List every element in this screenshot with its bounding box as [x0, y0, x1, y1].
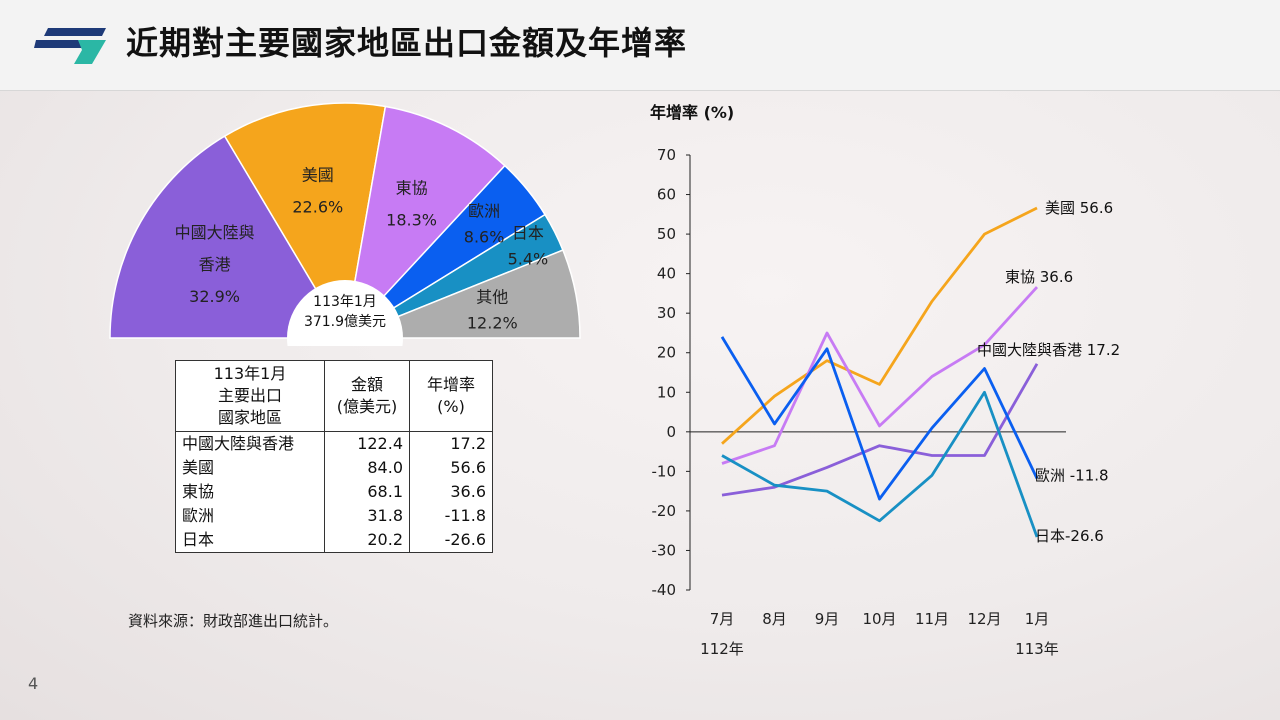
pie-slice-label: 東協	[396, 179, 428, 198]
table-row: 中國大陸與香港 122.4 17.2	[175, 431, 493, 456]
cell-region: 中國大陸與香港	[175, 431, 325, 456]
cell-amount: 31.8	[324, 504, 410, 528]
pie-slice-label: 中國大陸與	[175, 223, 255, 242]
y-tick-label: 40	[657, 265, 676, 283]
pie-slice-pct: 5.4%	[508, 250, 549, 269]
pie-slice	[109, 135, 347, 339]
line-chart-ylabel: 年增率 (%)	[650, 103, 734, 122]
series-end-label: 歐洲 -11.8	[1035, 467, 1109, 485]
pie-slice-label: 日本	[512, 224, 544, 243]
export-share-semicircle-chart: 中國大陸與香港 32.9% 美國 22.6% 東協 18.3% 歐洲 8.6% 日本 5.4%其他…	[109, 102, 581, 346]
cell-growth: 56.6	[409, 456, 493, 480]
y-tick-label: 70	[657, 146, 676, 164]
title-bar: 近期對主要國家地區出口金額及年增率	[0, 0, 1280, 91]
series-line	[720, 336, 1039, 501]
series-end-label: 日本-26.6	[1035, 527, 1104, 545]
cell-growth: 17.2	[409, 431, 493, 456]
source-note: 資料來源：財政部進出口統計。	[128, 612, 339, 630]
y-tick-label: 20	[657, 344, 676, 362]
cell-amount: 84.0	[324, 456, 410, 480]
y-tick-label: 30	[657, 304, 676, 322]
pie-center-period: 113年1月	[313, 294, 377, 310]
pie-slice	[223, 102, 387, 341]
series-line	[721, 363, 1039, 497]
company-logo	[34, 28, 106, 64]
x-year-label: 113年	[1015, 640, 1059, 658]
series-line	[721, 286, 1039, 465]
pie-slice-label: 香港	[199, 255, 231, 274]
cell-amount: 20.2	[324, 528, 410, 553]
series-line	[721, 206, 1038, 445]
cell-region: 日本	[175, 528, 325, 553]
pie-slice-pct: 18.3%	[386, 211, 437, 230]
header-region: 113年1月 主要出口 國家地區	[175, 360, 325, 432]
page-title: 近期對主要國家地區出口金額及年增率	[126, 24, 688, 62]
x-tick-label: 11月	[915, 610, 949, 628]
pie-center-total: 371.9億美元	[304, 314, 386, 330]
x-tick-label: 10月	[862, 610, 896, 628]
series-end-label: 中國大陸與香港 17.2	[977, 341, 1120, 359]
series-end-label: 東協 36.6	[1005, 268, 1073, 286]
growth-rate-line-chart: 年增率 (%) 70 60 50 40 30 20 10 0 -10 -20 -30 -40 7月 8月 9…	[650, 103, 1120, 658]
y-tick-label: -10	[652, 462, 677, 480]
header-amount: 金額 (億美元)	[324, 360, 410, 432]
y-tick-label: -40	[652, 581, 677, 599]
table-row: 東協 68.1 36.6	[175, 480, 493, 504]
cell-region: 歐洲	[175, 504, 325, 528]
pie-slice-label: 歐洲	[468, 202, 500, 221]
pie-slice-pct: 22.6%	[292, 198, 343, 217]
pie-slice	[344, 249, 581, 339]
y-tick-label: 10	[657, 383, 676, 401]
y-tick-label: 50	[657, 225, 676, 243]
series-end-label: 美國 56.6	[1045, 199, 1113, 217]
pie-center-hole	[287, 280, 403, 346]
series-line	[721, 390, 1039, 538]
cell-region: 東協	[175, 480, 325, 504]
cell-growth: -26.6	[409, 528, 493, 553]
table-row: 日本 20.2 -26.6	[175, 528, 493, 553]
cell-region: 美國	[175, 456, 325, 480]
y-tick-label: 0	[666, 423, 676, 441]
export-summary-table: 113年1月 主要出口 國家地區 金額 (億美元) 年增率 (%) 中國大陸與香…	[175, 360, 493, 553]
x-tick-label: 9月	[815, 610, 840, 628]
cell-amount: 122.4	[324, 431, 410, 456]
cell-amount: 68.1	[324, 480, 410, 504]
x-year-label: 112年	[700, 640, 744, 658]
table-header-row: 113年1月 主要出口 國家地區 金額 (億美元) 年增率 (%)	[175, 360, 493, 432]
pie-slice-pct: 12.2%	[467, 313, 518, 332]
table-row: 歐洲 31.8 -11.8	[175, 504, 493, 528]
table-row: 美國 84.0 56.6	[175, 456, 493, 480]
pie-slice-pct: 32.9%	[189, 287, 240, 306]
pie-slice-pct: 8.6%	[464, 228, 505, 247]
pie-slice	[343, 105, 506, 341]
x-tick-label: 1月	[1025, 610, 1050, 628]
pie-slice-label: 其他	[476, 287, 508, 306]
pie-slice-label: 美國	[302, 166, 334, 185]
y-tick-label: -30	[652, 541, 677, 559]
y-tick-label: 60	[657, 186, 676, 204]
x-tick-label: 8月	[762, 610, 787, 628]
cell-growth: 36.6	[409, 480, 493, 504]
x-tick-label: 12月	[967, 610, 1001, 628]
cell-growth: -11.8	[409, 504, 493, 528]
y-tick-label: -20	[652, 502, 677, 520]
x-tick-label: 7月	[710, 610, 735, 628]
header-growth: 年增率 (%)	[409, 360, 493, 432]
page-number: 4	[28, 674, 39, 693]
